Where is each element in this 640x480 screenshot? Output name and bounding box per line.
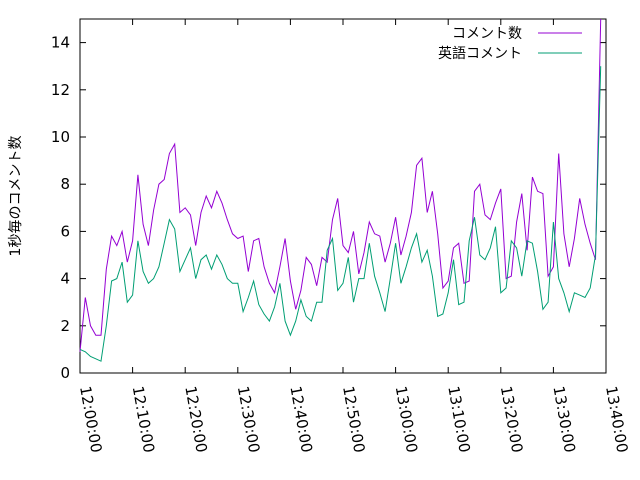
series-line-2 bbox=[79, 66, 602, 362]
x-tick-label: 12:50:00 bbox=[339, 385, 368, 454]
x-tick-label: 12:10:00 bbox=[129, 385, 158, 454]
y-tick-label: 14 bbox=[51, 34, 70, 52]
y-tick-label: 4 bbox=[60, 270, 70, 288]
legend-label: 英語コメント bbox=[438, 45, 522, 62]
x-tick-label: 13:10:00 bbox=[444, 385, 473, 454]
y-tick-label: 2 bbox=[60, 317, 70, 335]
legend-label: コメント数 bbox=[452, 26, 522, 42]
y-tick-label: 6 bbox=[60, 222, 70, 240]
x-tick-label: 13:00:00 bbox=[392, 385, 421, 454]
x-tick-label: 12:20:00 bbox=[181, 385, 210, 454]
x-tick-label: 12:00:00 bbox=[76, 385, 105, 454]
y-tick-label: 10 bbox=[51, 128, 70, 146]
x-tick-label: 13:20:00 bbox=[497, 385, 526, 454]
y-axis: 0 2 4 6 8 10 12 14 bbox=[51, 34, 606, 382]
series-line-1 bbox=[79, 18, 602, 352]
plot-area bbox=[79, 18, 602, 362]
x-tick-label: 13:30:00 bbox=[549, 385, 578, 454]
plot-frame bbox=[79, 18, 607, 374]
y-axis-label: 1秒毎のコメント数 bbox=[8, 136, 24, 257]
x-tick-label: 13:40:00 bbox=[602, 385, 631, 454]
y-tick-label: 12 bbox=[51, 81, 70, 99]
x-tick-label: 12:30:00 bbox=[234, 385, 263, 454]
y-tick-label: 8 bbox=[60, 175, 70, 193]
x-tick-label: 12:40:00 bbox=[286, 385, 315, 454]
y-tick-label: 0 bbox=[60, 364, 70, 382]
